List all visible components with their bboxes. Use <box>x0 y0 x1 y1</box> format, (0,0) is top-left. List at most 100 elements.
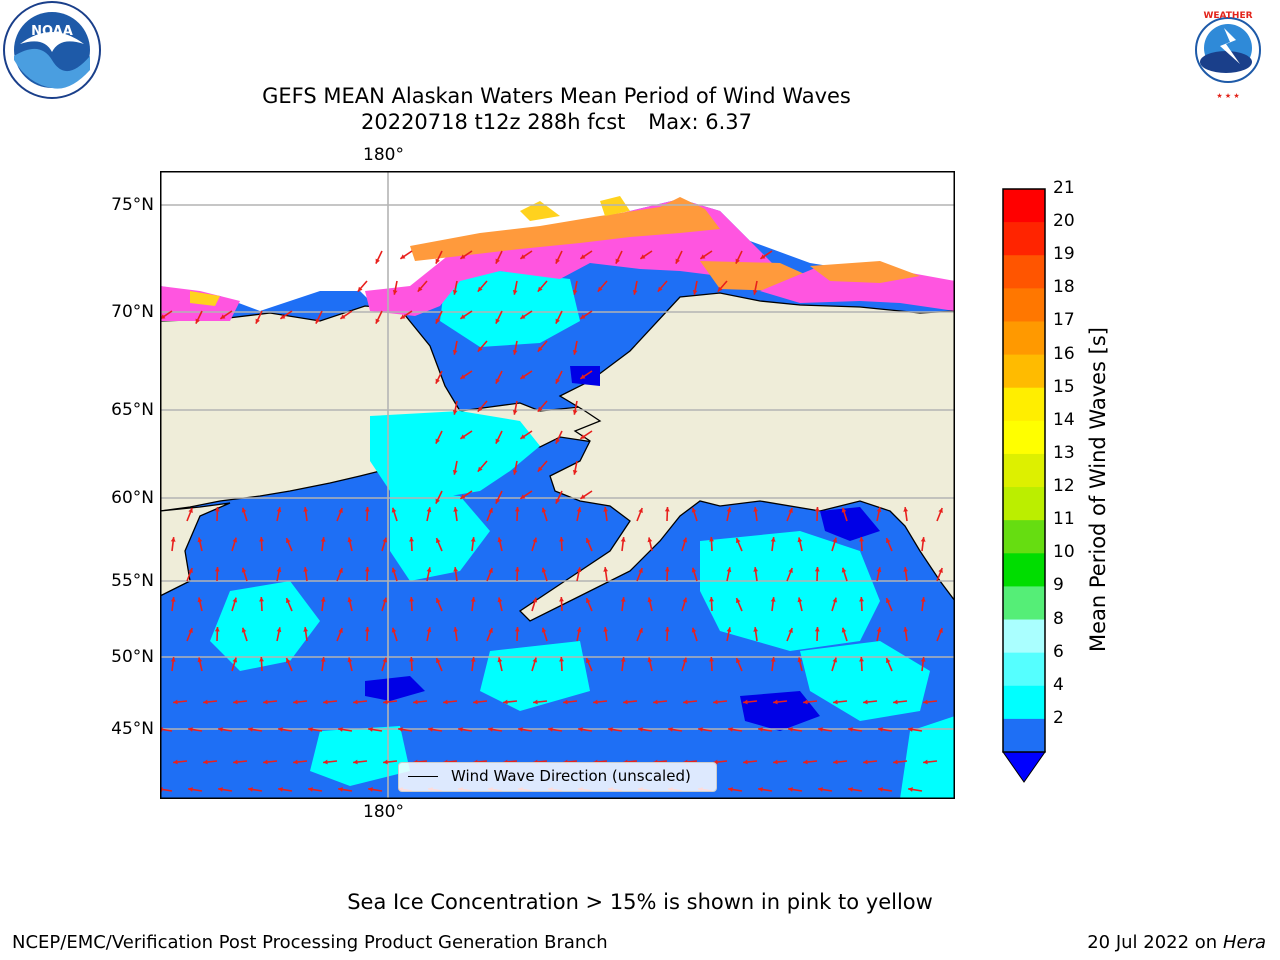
wave-direction-arrowhead <box>293 759 298 765</box>
wave-direction-arrowhead <box>263 699 268 705</box>
wave-direction-arrowhead <box>603 567 608 572</box>
wave-direction-arrowhead <box>233 759 238 765</box>
wave-direction-arrowhead <box>736 598 741 604</box>
colorbar-tick-label: 4 <box>1053 674 1064 695</box>
credit-branch: NCEP/EMC/Verification Post Processing Pr… <box>12 932 608 953</box>
wave-direction-arrowhead <box>452 410 458 415</box>
wave-direction-arrowhead <box>555 378 560 384</box>
wave-direction-arrowhead <box>668 727 673 732</box>
wave-direction-arrowhead <box>700 254 706 259</box>
wave-direction-arrowhead <box>514 507 520 512</box>
wave-direction-arrowhead <box>848 787 853 792</box>
wave-direction-arrowhead <box>514 567 520 572</box>
colorbar-segment <box>1003 288 1045 322</box>
colorbar-segment <box>1003 321 1045 356</box>
wave-direction-arrowhead <box>832 537 838 543</box>
wave-direction-arrowhead <box>923 759 928 765</box>
wave-direction-arrowhead <box>173 699 178 705</box>
wave-direction-arrowhead <box>391 567 397 573</box>
colorbar-tick-label: 21 <box>1053 178 1075 198</box>
wave-direction-arrowhead <box>218 787 223 792</box>
wave-direction-arrowhead <box>255 318 260 324</box>
wave-direction-arrowhead <box>364 567 370 572</box>
wave-direction-arrowhead <box>682 537 688 543</box>
wave-direction-arrowhead <box>572 470 578 475</box>
wave-direction-arrowhead <box>893 759 898 765</box>
wave-direction-arrowhead <box>770 537 776 542</box>
wave-direction-arrowhead <box>752 290 758 295</box>
wave-direction-arrowhead <box>576 627 582 633</box>
wave-direction-arrowhead <box>920 657 926 662</box>
wave-direction-arrowhead <box>338 508 343 513</box>
wave-direction-arrowhead <box>559 537 564 542</box>
wave-direction-arrowhead <box>409 597 414 602</box>
wave-direction-arrowhead <box>512 290 518 295</box>
wave-direction-arrowhead <box>743 699 748 705</box>
wave-direction-arrowhead <box>555 258 560 264</box>
lat-label-50: 50°N <box>111 647 154 667</box>
wave-direction-arrowhead <box>495 438 500 444</box>
wave-direction-arrowhead <box>477 406 483 412</box>
wave-period-map <box>160 171 955 799</box>
wave-direction-arrowhead <box>308 727 313 732</box>
colorbar-tick-label: 17 <box>1053 310 1075 331</box>
lat-label-45: 45°N <box>111 719 154 739</box>
wave-direction-arrowhead <box>572 410 578 415</box>
colorbar-tick-label: 20 <box>1053 211 1075 232</box>
colorbar-segment <box>1003 255 1045 289</box>
wave-direction-arrowhead <box>426 567 432 573</box>
wave-direction-arrowhead <box>580 434 586 439</box>
wave-direction-arrowhead <box>495 498 500 504</box>
colorbar-segment <box>1003 453 1045 488</box>
wave-direction-arrowhead <box>495 378 500 384</box>
wave-direction-arrowhead <box>338 628 343 633</box>
wave-direction-arrowhead <box>533 699 538 705</box>
wave-direction-arrowhead <box>460 254 466 259</box>
wave-direction-arrowhead <box>841 507 847 513</box>
wave-direction-arrowhead <box>203 699 208 705</box>
wave-direction-arrowhead <box>280 314 286 319</box>
wave-direction-arrowhead <box>428 727 433 732</box>
wave-direction-arrowhead <box>417 286 423 292</box>
wave-direction-arrowhead <box>188 568 193 573</box>
wave-direction-arrowhead <box>436 538 441 544</box>
credit-date-text: 20 Jul 2022 on <box>1087 932 1218 953</box>
colorbar-segment <box>1003 586 1045 621</box>
wave-direction-arrowhead <box>503 699 508 705</box>
wave-direction-arrowhead <box>308 787 313 792</box>
wave-direction-arrowhead <box>197 537 203 543</box>
wave-direction-arrowhead <box>682 657 688 663</box>
graticule <box>160 171 955 799</box>
wave-direction-arrowhead <box>908 787 913 792</box>
wave-direction-arrowhead <box>876 627 882 633</box>
wave-direction-arrowhead <box>923 699 928 705</box>
wave-direction-arrowhead <box>603 507 608 512</box>
wave-direction-arrowhead <box>580 494 586 499</box>
wave-direction-arrowhead <box>770 657 776 662</box>
wave-direction-arrowhead <box>832 657 838 663</box>
wave-direction-arrowhead <box>495 258 500 264</box>
wave-direction-arrowhead <box>597 286 603 292</box>
wave-direction-arrowhead <box>488 727 493 732</box>
wave-direction-arrowhead <box>683 699 688 705</box>
wave-direction-arrowhead <box>580 254 586 259</box>
wave-direction-arrowhead <box>497 657 503 663</box>
wave-direction-arrowhead <box>520 494 526 499</box>
wave-direction-arrowhead <box>512 410 518 415</box>
wave-direction-arrowhead <box>541 567 547 573</box>
credit-date: 20 Jul 2022 on Hera <box>1087 932 1266 953</box>
wave-direction-arrowhead <box>259 657 264 662</box>
wave-direction-arrowhead <box>920 537 926 542</box>
wave-direction-arrowhead <box>460 374 466 379</box>
wave-direction-arrowhead <box>435 438 440 444</box>
wave-direction-arrowhead <box>488 508 493 513</box>
wave-direction-arrowhead <box>580 374 586 379</box>
wave-direction-arrowhead <box>241 567 247 573</box>
map-subtitle: 20220718 t12z 288h fcst Max: 6.37 <box>0 110 1113 134</box>
wave-direction-arrowhead <box>400 314 406 319</box>
wave-direction-arrowhead <box>470 657 476 662</box>
wave-direction-arrowhead <box>878 727 883 732</box>
wave-direction-arrowhead <box>841 627 847 633</box>
wave-direction-arrowhead <box>664 567 670 572</box>
colorbar-segment <box>1003 387 1045 422</box>
